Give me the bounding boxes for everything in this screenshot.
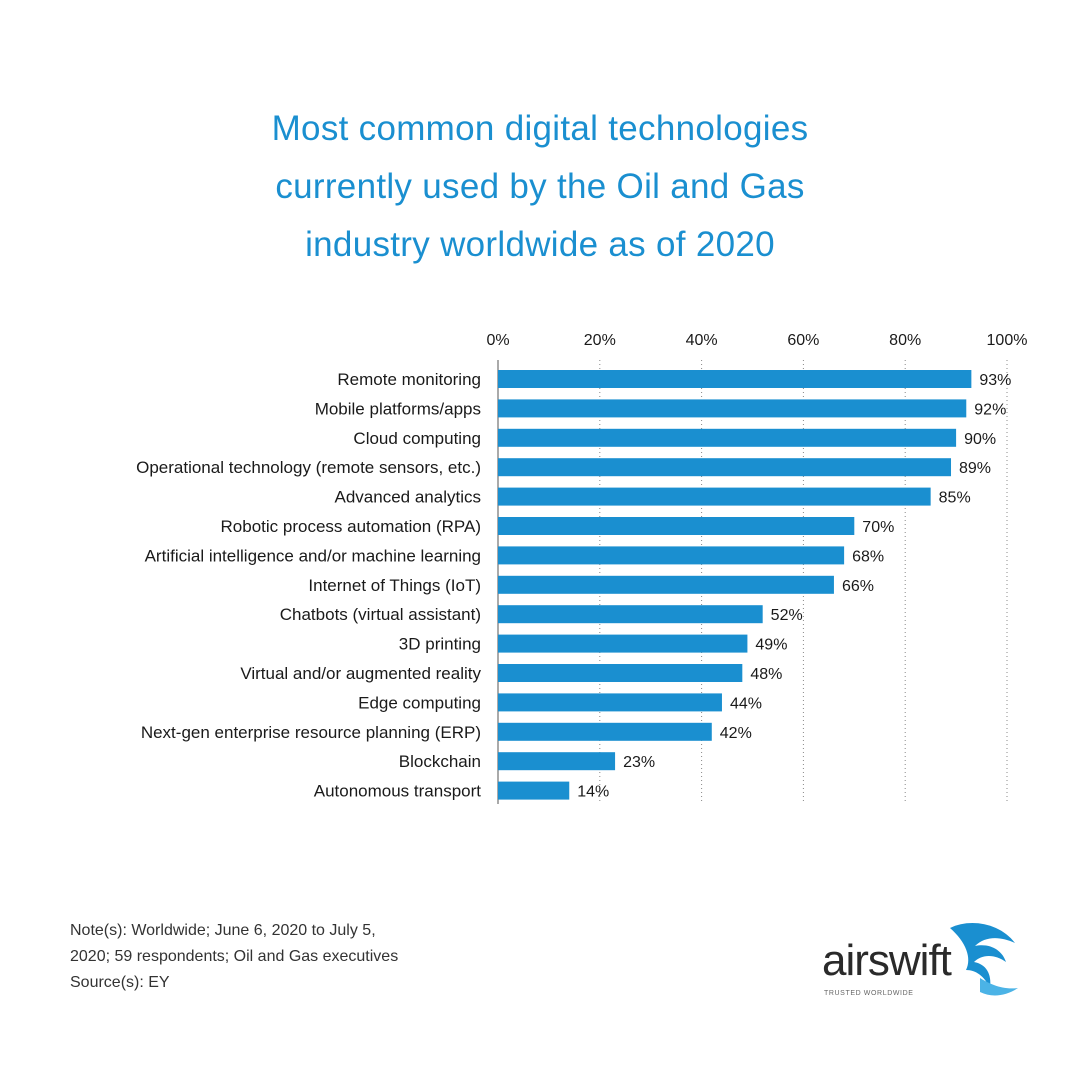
value-label: 89% xyxy=(959,460,991,477)
category-label: Artificial intelligence and/or machine l… xyxy=(145,546,481,565)
value-label: 66% xyxy=(842,578,874,595)
x-tick-label: 60% xyxy=(787,332,819,349)
source-line: Source(s): EY xyxy=(70,974,170,991)
category-label: Operational technology (remote sensors, … xyxy=(136,458,481,477)
value-label: 85% xyxy=(939,490,971,507)
bar xyxy=(498,517,855,535)
category-label: Autonomous transport xyxy=(314,782,482,801)
chart-title: Most common digital technologies current… xyxy=(90,100,990,274)
value-label: 70% xyxy=(862,519,894,536)
swift-bird-icon xyxy=(950,923,1018,996)
x-tick-label: 0% xyxy=(486,332,509,349)
bar xyxy=(498,575,834,594)
category-label: Advanced analytics xyxy=(335,488,481,507)
value-label: 14% xyxy=(577,784,609,801)
bar xyxy=(498,693,722,712)
bar xyxy=(498,370,972,388)
logo-tagline: TRUSTED WORLDWIDE xyxy=(824,990,914,997)
bar xyxy=(498,458,952,477)
category-label: Mobile platforms/apps xyxy=(315,399,481,418)
category-label: Remote monitoring xyxy=(337,370,481,389)
x-tick-label: 80% xyxy=(889,332,921,349)
bar xyxy=(498,428,957,447)
bar-chart: 0% 20% 40% 60% 80% 100% Remote monitoring Mobi… xyxy=(136,332,1027,804)
x-tick-label: 40% xyxy=(686,332,718,349)
value-label: 23% xyxy=(623,754,655,771)
value-label: 93% xyxy=(979,372,1011,389)
bar xyxy=(498,546,845,565)
category-label: Cloud computing xyxy=(353,429,481,448)
bar xyxy=(498,722,712,741)
category-labels: Remote monitoring Mobile platforms/apps Cl… xyxy=(136,370,481,801)
x-axis-ticks: 0% 20% 40% 60% 80% 100% xyxy=(486,332,1027,349)
category-label: Edge computing xyxy=(358,693,481,712)
bar xyxy=(498,487,931,506)
title-line: Most common digital technologies xyxy=(271,109,809,148)
value-label: 42% xyxy=(720,725,752,742)
x-tick-label: 100% xyxy=(987,332,1028,349)
category-label: Blockchain xyxy=(399,752,481,771)
value-labels: 93% 92% 90% 89% 85% 70% 68% 66% 52% 49% 48% 44% 42% 2… xyxy=(577,372,1011,801)
value-label: 90% xyxy=(964,431,996,448)
value-label: 44% xyxy=(730,695,762,712)
title-line: industry worldwide as of 2020 xyxy=(305,225,775,264)
logo-wordmark: airswift xyxy=(822,936,952,985)
category-label: Robotic process automation (RPA) xyxy=(221,517,481,536)
bar xyxy=(498,752,616,771)
value-label: 92% xyxy=(974,401,1006,418)
value-label: 49% xyxy=(755,637,787,654)
bar xyxy=(498,634,748,653)
value-label: 48% xyxy=(750,666,782,683)
value-label: 68% xyxy=(852,548,884,565)
x-tick-label: 20% xyxy=(584,332,616,349)
category-label: Next-gen enterprise resource planning (E… xyxy=(141,723,481,742)
category-label: 3D printing xyxy=(399,635,481,654)
category-label: Internet of Things (IoT) xyxy=(308,576,481,595)
bar xyxy=(498,781,570,800)
chart-note: Note(s): Worldwide; June 6, 2020 to July… xyxy=(70,918,490,996)
bars xyxy=(498,370,972,800)
bar xyxy=(498,399,967,418)
category-label: Virtual and/or augmented reality xyxy=(240,664,481,683)
note-line: Note(s): Worldwide; June 6, 2020 to July… xyxy=(70,922,376,939)
note-line: 2020; 59 respondents; Oil and Gas execut… xyxy=(70,948,399,965)
category-label: Chatbots (virtual assistant) xyxy=(280,605,481,624)
title-line: currently used by the Oil and Gas xyxy=(275,167,805,206)
value-label: 52% xyxy=(771,607,803,624)
bar xyxy=(498,605,763,624)
bar xyxy=(498,664,743,682)
airswift-logo: airswift TRUSTED WORLDWIDE xyxy=(820,918,1030,1008)
